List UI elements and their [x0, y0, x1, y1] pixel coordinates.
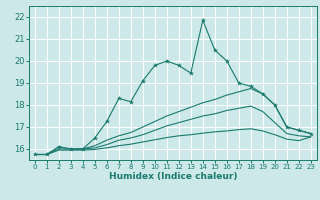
X-axis label: Humidex (Indice chaleur): Humidex (Indice chaleur) [108, 172, 237, 181]
